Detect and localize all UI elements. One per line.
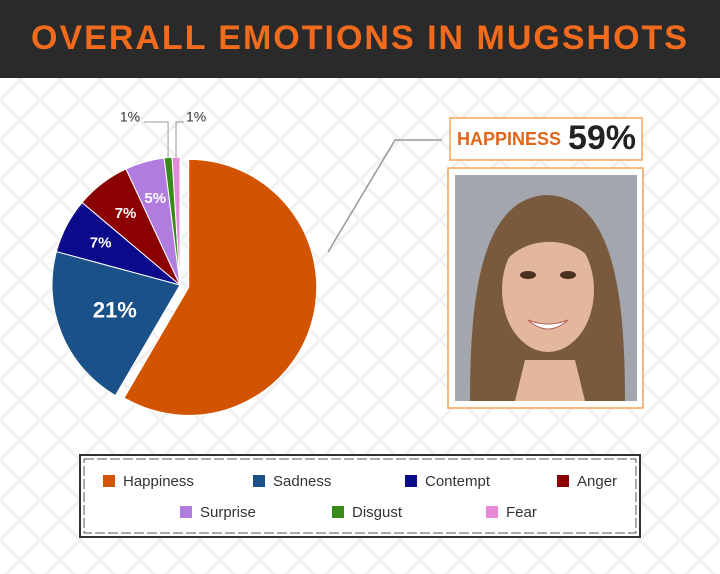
legend-label: Surprise (200, 504, 256, 521)
chart-title: OVERALL EMOTIONS IN MUGSHOTS (31, 19, 689, 57)
header (0, 0, 720, 78)
legend-label: Sadness (273, 473, 331, 490)
legend-label: Happiness (123, 473, 194, 490)
legend-label: Fear (506, 504, 537, 521)
pie-slice (123, 158, 318, 416)
pie-slice (171, 156, 181, 286)
slice-label: 21% (93, 298, 137, 323)
callout-box (449, 117, 643, 161)
callout-label: HAPPINESS (457, 129, 561, 149)
legend-swatch (486, 506, 498, 518)
legend-box (79, 454, 641, 538)
legend-label: Anger (577, 473, 617, 490)
legend-border (83, 458, 637, 534)
legend-swatch (103, 475, 115, 487)
slice-label: 5% (144, 190, 166, 207)
pie-slice (51, 250, 181, 397)
legend-swatch (557, 475, 569, 487)
callout-leader (327, 139, 442, 253)
legend-swatch (332, 506, 344, 518)
slice-label: 1% (120, 109, 140, 125)
legend-label: Contempt (425, 473, 491, 490)
slice-label: 7% (115, 205, 137, 222)
label-leader (175, 121, 185, 158)
photo (447, 167, 644, 409)
legend-swatch (180, 506, 192, 518)
label-leader (144, 121, 169, 158)
slice-label: 1% (186, 109, 206, 125)
legend-swatch (253, 475, 265, 487)
callout-value: 59% (568, 119, 636, 157)
slice-label: 7% (90, 234, 112, 251)
legend-swatch (405, 475, 417, 487)
legend-label: Disgust (352, 504, 403, 521)
